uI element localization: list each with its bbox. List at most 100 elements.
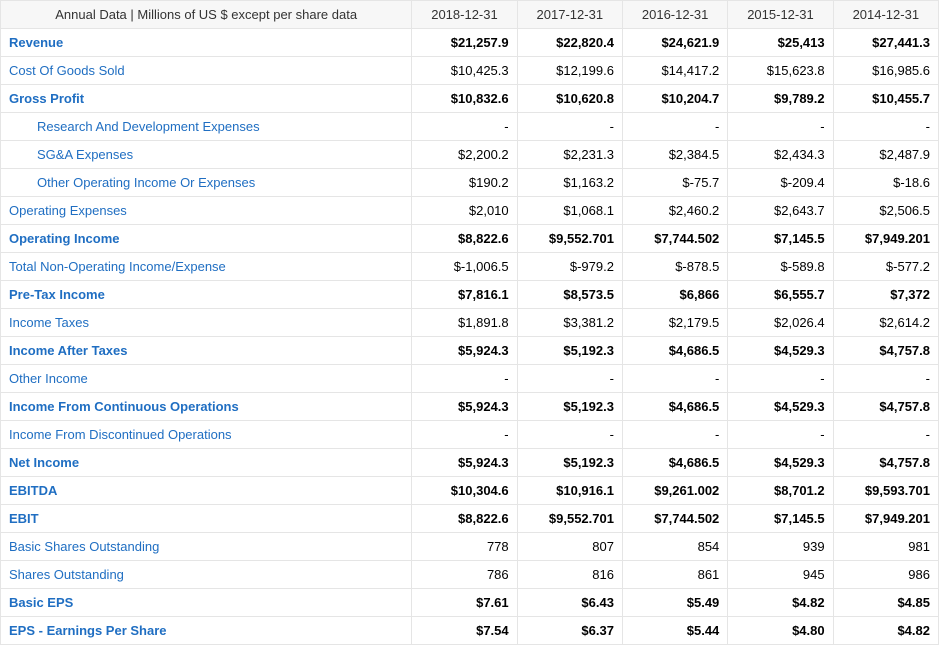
- row-label-cell: Cost Of Goods Sold: [1, 57, 412, 85]
- row-label[interactable]: Research And Development Expenses: [9, 119, 260, 134]
- value-cell: $3,381.2: [517, 309, 622, 337]
- table-row: Operating Income$8,822.6$9,552.701$7,744…: [1, 225, 939, 253]
- value-cell: $5,924.3: [412, 337, 517, 365]
- value-cell: $7.61: [412, 589, 517, 617]
- value-cell: -: [622, 113, 727, 141]
- value-cell: $7,949.201: [833, 505, 938, 533]
- row-label-cell: Operating Income: [1, 225, 412, 253]
- table-row: Other Income-----: [1, 365, 939, 393]
- row-label-cell: Income From Continuous Operations: [1, 393, 412, 421]
- value-cell: -: [517, 421, 622, 449]
- value-cell: $27,441.3: [833, 29, 938, 57]
- value-cell: -: [622, 365, 727, 393]
- row-label-cell: Total Non-Operating Income/Expense: [1, 253, 412, 281]
- value-cell: $5,192.3: [517, 449, 622, 477]
- value-cell: $9,593.701: [833, 477, 938, 505]
- value-cell: -: [517, 365, 622, 393]
- row-label[interactable]: Other Income: [9, 371, 88, 386]
- row-label[interactable]: EBITDA: [9, 483, 57, 498]
- value-cell: $7,145.5: [728, 505, 833, 533]
- row-label-cell: Operating Expenses: [1, 197, 412, 225]
- value-cell: -: [517, 113, 622, 141]
- value-cell: 854: [622, 533, 727, 561]
- value-cell: $2,643.7: [728, 197, 833, 225]
- row-label[interactable]: Operating Expenses: [9, 203, 127, 218]
- row-label[interactable]: SG&A Expenses: [9, 147, 133, 162]
- value-cell: $4,529.3: [728, 449, 833, 477]
- value-cell: $5,192.3: [517, 393, 622, 421]
- row-label[interactable]: Income From Continuous Operations: [9, 399, 239, 414]
- table-row: Basic Shares Outstanding778807854939981: [1, 533, 939, 561]
- value-cell: $9,789.2: [728, 85, 833, 113]
- value-cell: $1,891.8: [412, 309, 517, 337]
- row-label[interactable]: Cost Of Goods Sold: [9, 63, 125, 78]
- value-cell: $5,192.3: [517, 337, 622, 365]
- value-cell: $7,744.502: [622, 225, 727, 253]
- financial-table: Annual Data | Millions of US $ except pe…: [0, 0, 939, 645]
- value-cell: $12,199.6: [517, 57, 622, 85]
- value-cell: $7,145.5: [728, 225, 833, 253]
- row-label[interactable]: Basic Shares Outstanding: [9, 539, 159, 554]
- row-label-cell: Pre-Tax Income: [1, 281, 412, 309]
- value-cell: $5.49: [622, 589, 727, 617]
- value-cell: 807: [517, 533, 622, 561]
- row-label[interactable]: EBIT: [9, 511, 39, 526]
- value-cell: $190.2: [412, 169, 517, 197]
- value-cell: -: [728, 421, 833, 449]
- value-cell: $5.44: [622, 617, 727, 645]
- row-label-cell: SG&A Expenses: [1, 141, 412, 169]
- value-cell: $22,820.4: [517, 29, 622, 57]
- header-title: Annual Data | Millions of US $ except pe…: [1, 1, 412, 29]
- value-cell: 861: [622, 561, 727, 589]
- value-cell: $6,555.7: [728, 281, 833, 309]
- row-label[interactable]: Total Non-Operating Income/Expense: [9, 259, 226, 274]
- value-cell: $8,701.2: [728, 477, 833, 505]
- value-cell: $2,026.4: [728, 309, 833, 337]
- table-row: EPS - Earnings Per Share$7.54$6.37$5.44$…: [1, 617, 939, 645]
- table-row: Total Non-Operating Income/Expense$-1,00…: [1, 253, 939, 281]
- value-cell: $9,261.002: [622, 477, 727, 505]
- row-label[interactable]: Revenue: [9, 35, 63, 50]
- value-cell: $7,744.502: [622, 505, 727, 533]
- value-cell: $15,623.8: [728, 57, 833, 85]
- row-label[interactable]: Income Taxes: [9, 315, 89, 330]
- value-cell: $-577.2: [833, 253, 938, 281]
- row-label-cell: Income Taxes: [1, 309, 412, 337]
- row-label[interactable]: Gross Profit: [9, 91, 84, 106]
- value-cell: $4,686.5: [622, 337, 727, 365]
- value-cell: -: [833, 365, 938, 393]
- row-label[interactable]: Other Operating Income Or Expenses: [9, 175, 255, 190]
- table-row: EBIT$8,822.6$9,552.701$7,744.502$7,145.5…: [1, 505, 939, 533]
- table-row: Other Operating Income Or Expenses $190.2…: [1, 169, 939, 197]
- value-cell: $-209.4: [728, 169, 833, 197]
- row-label[interactable]: Pre-Tax Income: [9, 287, 105, 302]
- row-label[interactable]: Shares Outstanding: [9, 567, 124, 582]
- value-cell: $2,200.2: [412, 141, 517, 169]
- col-header: 2014-12-31: [833, 1, 938, 29]
- value-cell: $4,757.8: [833, 337, 938, 365]
- value-cell: -: [622, 421, 727, 449]
- table-row: Income From Discontinued Operations-----: [1, 421, 939, 449]
- value-cell: $4,757.8: [833, 449, 938, 477]
- table-row: Net Income$5,924.3$5,192.3$4,686.5$4,529…: [1, 449, 939, 477]
- value-cell: $24,621.9: [622, 29, 727, 57]
- table-header: Annual Data | Millions of US $ except pe…: [1, 1, 939, 29]
- table-row: Income From Continuous Operations$5,924.…: [1, 393, 939, 421]
- value-cell: $9,552.701: [517, 505, 622, 533]
- value-cell: $10,620.8: [517, 85, 622, 113]
- row-label[interactable]: Basic EPS: [9, 595, 73, 610]
- row-label[interactable]: Income From Discontinued Operations: [9, 427, 232, 442]
- col-header: 2016-12-31: [622, 1, 727, 29]
- value-cell: $4.82: [833, 617, 938, 645]
- row-label-cell: Income After Taxes: [1, 337, 412, 365]
- table-row: Income After Taxes $5,924.3$5,192.3$4,686…: [1, 337, 939, 365]
- row-label-cell: EPS - Earnings Per Share: [1, 617, 412, 645]
- value-cell: $10,425.3: [412, 57, 517, 85]
- row-label-cell: Revenue: [1, 29, 412, 57]
- row-label[interactable]: Net Income: [9, 455, 79, 470]
- table-row: Basic EPS$7.61$6.43$5.49$4.82$4.85: [1, 589, 939, 617]
- value-cell: -: [833, 113, 938, 141]
- row-label[interactable]: Income After Taxes: [9, 343, 128, 358]
- value-cell: $7,949.201: [833, 225, 938, 253]
- row-label[interactable]: Operating Income: [9, 231, 120, 246]
